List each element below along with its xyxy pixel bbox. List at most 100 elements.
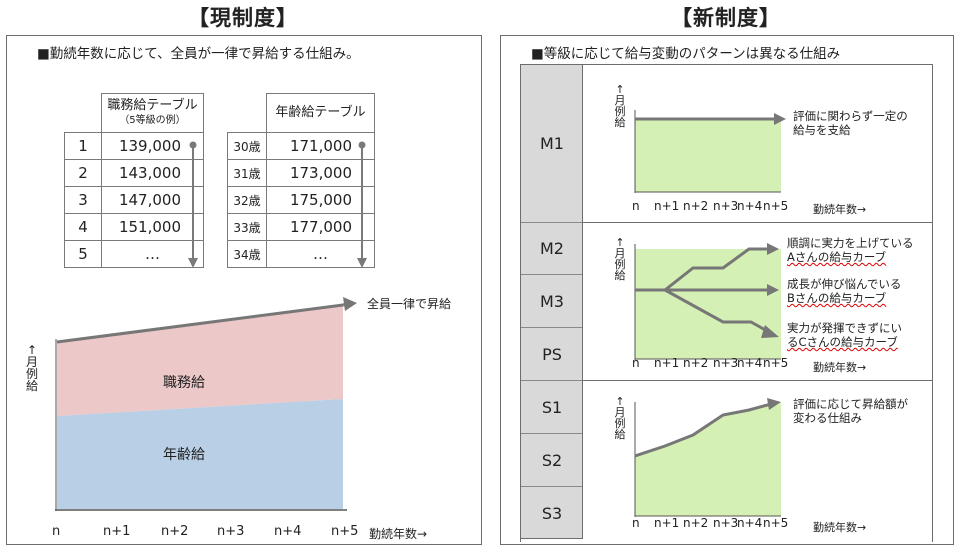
table-row: 2 143,000 — [64, 159, 204, 187]
curve-b-note-line1: 成長が伸び悩んでいる — [787, 277, 902, 291]
x-tick: n+5 — [763, 199, 789, 213]
x-tick: n+3 — [713, 199, 739, 213]
chart1-y-label: ↑月例給 — [614, 83, 626, 129]
job-pay-table-header: 職務給テーブル （5等級の例） — [101, 93, 204, 133]
m1-arrowhead — [774, 113, 786, 125]
curve-c-note-line2: るCさんの給与カーブ — [787, 335, 898, 349]
x-tick: n+1 — [654, 516, 680, 530]
x-tick: n+3 — [713, 356, 739, 370]
x-tick: n — [632, 516, 640, 530]
new-system-heading: 【新制度】 — [671, 6, 781, 30]
curve-c-note-line1: 実力が発揮できずにい — [787, 321, 902, 335]
new-system-panel: ■等級に応じて給与変動のパターンは異なる仕組み M1 M2 M3 PS S1 S… — [500, 35, 954, 545]
x-tick: n+1 — [654, 356, 680, 370]
section-divider — [583, 222, 933, 223]
job-pay-table-title: 職務給テーブル — [107, 97, 198, 113]
curve-a-note-line1: 順調に実力を上げている — [787, 236, 914, 250]
curve-b-note: 成長が伸び悩んでいる Bさんの給与カーブ — [787, 277, 901, 305]
age-table-down-arrow — [357, 141, 367, 268]
grade-s1: S1 — [521, 381, 582, 434]
value-cell: 151,000 — [101, 213, 204, 241]
x-tick: n+4 — [737, 516, 763, 530]
x-tick: n+4 — [737, 199, 763, 213]
age-pay-area-label: 年齢給 — [163, 447, 205, 463]
pay-trend-arrowhead — [343, 297, 357, 311]
table-row: 33歳 177,000 — [227, 213, 375, 241]
table-progression-arrows — [188, 141, 367, 268]
x-axis-label: 勤続年数→ — [369, 527, 428, 541]
pay-trend-line — [56, 303, 344, 344]
curve-a-note-line2: Aさんの給与カーブ — [787, 250, 887, 264]
x-axis-label: 勤続年数→ — [813, 203, 867, 216]
table-row: 34歳… — [227, 240, 375, 268]
job-pay-table: 職務給テーブル （5等級の例） 1 139,000 2 143,000 3 147,0… — [64, 93, 204, 268]
x-axis-label: 勤続年数→ — [813, 361, 867, 374]
table-row: 30歳 171,000 — [227, 132, 375, 160]
s-pay-line — [634, 402, 772, 458]
grade-m1: M1 — [521, 65, 582, 223]
x-tick: n+2 — [683, 516, 709, 530]
x-tick: n+5 — [331, 524, 359, 539]
value-cell: 147,000 — [101, 186, 204, 214]
job-pay-area-label: 職務給 — [163, 375, 205, 391]
left-y-axis-label: ↑月例給 — [25, 343, 38, 393]
x-tick: n+3 — [713, 516, 739, 530]
x-tick: n — [52, 524, 61, 539]
chart1-note: 評価に関わらず一定の給与を支給 — [793, 109, 908, 137]
curve-c-note: 実力が発揮できずにい るCさんの給与カーブ — [787, 321, 902, 349]
table-row: 3 147,000 — [64, 186, 204, 214]
chart3-note-line2: 変わる仕組み — [793, 411, 862, 425]
x-tick: n+2 — [683, 356, 709, 370]
age-pay-area — [57, 399, 343, 509]
chart3-note: 評価に応じて昇給額が 変わる仕組み — [793, 397, 908, 425]
age-pay-table: 年齢給テーブル 30歳 171,000 31歳 173,000 32歳 175,000… — [227, 93, 375, 268]
value-cell: 143,000 — [101, 159, 204, 187]
x-tick: n — [632, 356, 640, 370]
value-cell: … — [266, 240, 375, 268]
chart2-y-label: ↑月例給 — [614, 236, 626, 282]
m1-area — [635, 119, 781, 192]
s-arrowhead — [767, 398, 781, 410]
x-tick: n+3 — [217, 524, 245, 539]
s-chart — [634, 398, 781, 517]
chart3-y-label: ↑月例給 — [614, 395, 626, 441]
grade-cell: 2 — [64, 159, 102, 187]
x-tick: n+5 — [763, 356, 789, 370]
curve-a-arrowhead — [767, 243, 779, 255]
age-pay-table-title: 年齢給テーブル — [275, 105, 366, 120]
x-tick: n+4 — [737, 356, 763, 370]
curve-a-note: 順調に実力を上げている Aさんの給与カーブ — [787, 236, 914, 264]
grade-s3: S3 — [521, 487, 582, 538]
x-tick: n — [632, 199, 640, 213]
grade-column: M1 M2 M3 PS S1 S2 S3 — [520, 64, 583, 539]
grade-cell: 1 — [64, 132, 102, 160]
value-cell: 171,000 — [266, 132, 375, 160]
chart3-note-line1: 評価に応じて昇給額が — [793, 397, 908, 411]
x-tick: n+5 — [763, 516, 789, 530]
job-pay-area — [57, 305, 343, 416]
section-divider — [583, 380, 933, 381]
value-cell: 173,000 — [266, 159, 375, 187]
grade-m3: M3 — [521, 275, 582, 328]
age-cell: 33歳 — [227, 213, 267, 241]
new-system-charts — [634, 110, 786, 517]
grade-s2: S2 — [521, 434, 582, 487]
job-table-down-arrow — [188, 141, 198, 268]
current-pay-chart — [55, 297, 357, 511]
arrow-label: 全員一律で昇給 — [367, 297, 452, 311]
curve-b-arrowhead — [767, 284, 779, 296]
age-cell: 31歳 — [227, 159, 267, 187]
x-tick: n+1 — [654, 199, 680, 213]
grade-cell: 5 — [64, 240, 102, 268]
current-system-panel: ■勤続年数に応じて、全員が一律で昇給する仕組み。 職務給テーブル （5等級の例）… — [6, 35, 482, 545]
m1-chart — [634, 110, 786, 193]
new-system-description: ■等級に応じて給与変動のパターンは異なる仕組み — [531, 46, 841, 62]
x-tick: n+2 — [683, 199, 709, 213]
table-row: 5… — [64, 240, 204, 268]
curve-c — [664, 288, 770, 334]
s-area — [635, 402, 781, 516]
age-pay-table-header: 年齢給テーブル — [266, 93, 375, 133]
job-pay-table-subtitle: （5等級の例） — [119, 114, 186, 126]
current-system-description: ■勤続年数に応じて、全員が一律で昇給する仕組み。 — [37, 46, 360, 62]
curve-b-note-line2: Bさんの給与カーブ — [787, 291, 887, 305]
